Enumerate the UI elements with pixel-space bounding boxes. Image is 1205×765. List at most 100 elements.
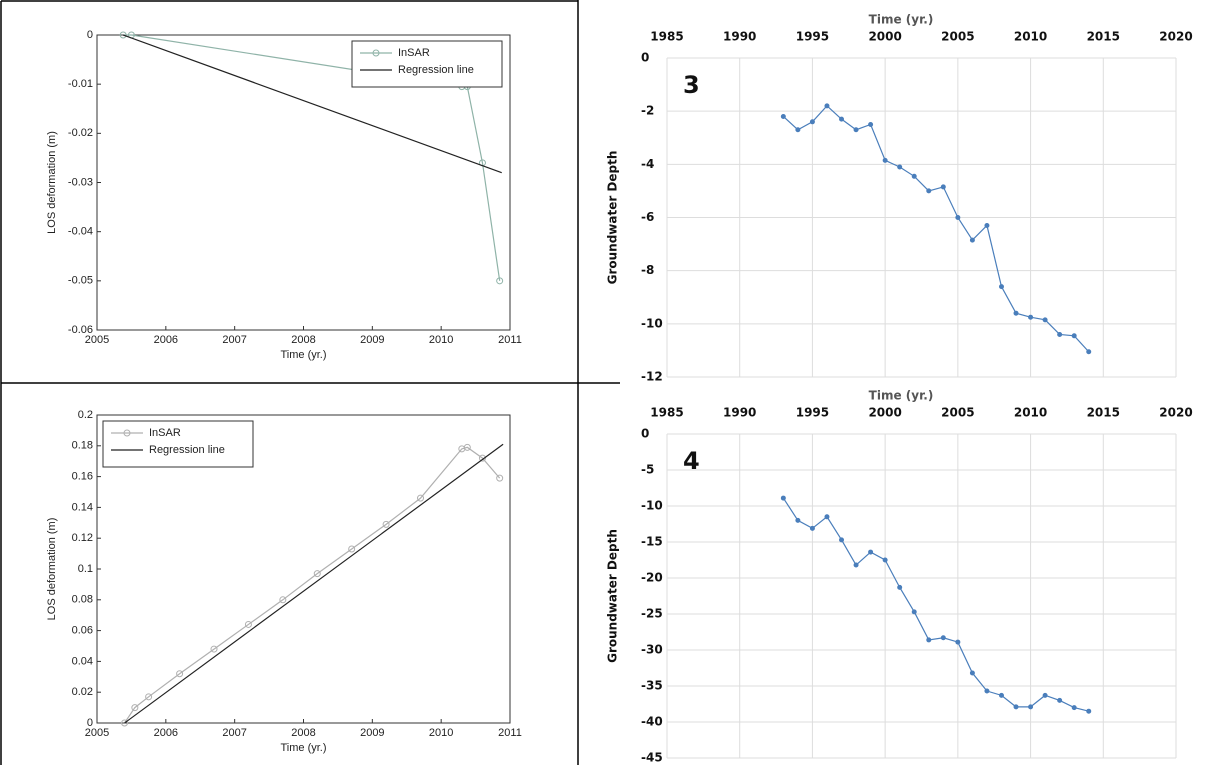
x-axis-label: Time (yr.): [280, 349, 326, 361]
marker: [1013, 310, 1019, 316]
x-tick-label: 2008: [291, 727, 315, 739]
y-tick-label: -2: [641, 104, 654, 118]
y-tick-label: 0: [641, 51, 649, 65]
y-tick-label: -4: [641, 157, 654, 171]
marker: [780, 113, 786, 119]
series-line: [124, 446, 501, 724]
marker: [809, 119, 815, 125]
marker: [478, 454, 486, 462]
y-tick-label: 0.12: [72, 532, 93, 544]
marker: [882, 157, 888, 163]
y-tick-label: -8: [641, 263, 654, 277]
x-tick-label: 2009: [360, 727, 384, 739]
y-axis-label: Groundwater Depth: [606, 151, 620, 285]
chart: 2005 2006 2007 2008 2009 2010 2011 0 -0.01 -0.02 -…: [46, 29, 522, 361]
marker: [1013, 704, 1019, 710]
marker: [926, 188, 932, 194]
y-axis-label: LOS deformation (m): [46, 131, 58, 234]
marker: [897, 584, 903, 590]
y-axis-label: Groundwater Depth: [606, 529, 620, 663]
marker: [795, 517, 801, 523]
x-tick-label: 1985: [650, 406, 683, 420]
table-frame: [0, 0, 620, 765]
y-tick-label: -10: [641, 499, 663, 513]
marker: [382, 520, 390, 528]
marker: [244, 620, 252, 628]
x-tick-label: 2006: [154, 334, 178, 346]
series-line: [124, 443, 504, 724]
y-tick-label: -0.05: [68, 275, 93, 287]
marker: [969, 237, 975, 243]
marker: [1042, 692, 1048, 698]
annotation: 4: [683, 447, 700, 475]
y-tick-label: -0.02: [68, 127, 93, 139]
y-tick-label: 0.06: [72, 625, 93, 637]
marker: [176, 670, 184, 678]
y-tick-label: 0.2: [78, 409, 93, 421]
marker: [853, 127, 859, 133]
marker: [868, 549, 874, 555]
marker: [119, 31, 127, 39]
marker: [496, 474, 504, 482]
marker: [882, 557, 888, 563]
y-tick-label: -15: [641, 535, 663, 549]
marker: [809, 525, 815, 531]
marker: [940, 635, 946, 641]
x-axis-label: Time (yr.): [869, 389, 934, 403]
marker: [911, 609, 917, 615]
marker: [984, 688, 990, 694]
x-tick-label: 2005: [941, 30, 974, 44]
y-axis-label: LOS deformation (m): [46, 518, 58, 621]
marker: [1086, 349, 1092, 355]
marker: [313, 570, 321, 578]
y-tick-label: -45: [641, 751, 663, 765]
y-tick-label: 0.02: [72, 686, 93, 698]
y-tick-label: -0.03: [68, 176, 93, 188]
x-tick-label: 2010: [429, 727, 453, 739]
marker: [279, 596, 287, 604]
data-line: [782, 497, 1089, 712]
y-tick-label: 0: [87, 717, 93, 729]
x-axis-label: Time (yr.): [869, 13, 934, 27]
y-tick-label: 0: [641, 427, 649, 441]
x-tick-label: 2009: [360, 334, 384, 346]
y-tick-label: 0.04: [72, 655, 93, 667]
y-tick-label: -0.04: [68, 226, 93, 238]
x-tick-label: 1990: [723, 30, 756, 44]
x-tick-label: 2000: [868, 30, 901, 44]
marker: [984, 222, 990, 228]
x-tick-label: 2005: [941, 406, 974, 420]
legend-marker: [372, 49, 380, 57]
marker: [210, 645, 218, 653]
x-axis-label: Time (yr.): [280, 742, 326, 754]
x-tick-label: 2007: [222, 334, 246, 346]
x-tick-label: 2000: [868, 406, 901, 420]
x-tick-label: 2005: [85, 727, 109, 739]
x-tick-label: 2005: [85, 334, 109, 346]
x-tick-label: 2011: [498, 727, 522, 739]
x-tick-label: 2011: [498, 334, 522, 346]
legend-label: InSAR: [398, 47, 430, 59]
y-tick-label: -20: [641, 571, 663, 585]
marker: [463, 443, 471, 451]
marker: [868, 121, 874, 127]
x-tick-label: 2006: [154, 727, 178, 739]
x-tick-label: 1990: [723, 406, 756, 420]
chart: 1985 1990 1995 2000 2005 2010 2015 2020 0 -5 -10 -1…: [606, 389, 1193, 765]
marker: [145, 693, 153, 701]
y-tick-label: -30: [641, 643, 663, 657]
chart: 1985 1990 1995 2000 2005 2010 2015 2020 0 -2 -4 -6 -…: [606, 13, 1193, 384]
marker: [1028, 704, 1034, 710]
legend-box: [102, 420, 254, 468]
x-tick-label: 2010: [1014, 406, 1047, 420]
y-tick-label: -25: [641, 607, 663, 621]
legend-label: Regression line: [149, 444, 225, 456]
marker: [897, 164, 903, 170]
x-tick-label: 2007: [222, 727, 246, 739]
y-tick-label: 0.16: [72, 471, 93, 483]
marker: [348, 545, 356, 553]
marker: [998, 692, 1004, 698]
marker: [1071, 705, 1077, 711]
x-tick-label: 2015: [1087, 406, 1120, 420]
